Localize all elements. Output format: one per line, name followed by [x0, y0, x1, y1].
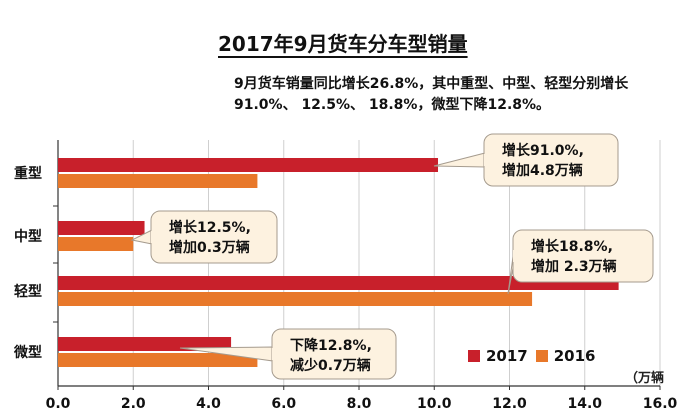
callout-text: 下降12.8%, [290, 337, 372, 354]
legend-swatch-2017 [468, 350, 480, 362]
chart-subtitle: 9月货车销量同比增长26.8%，其中重型、中型、轻型分别增长91.0%、 12.… [234, 76, 629, 113]
category-label: 轻型 [14, 283, 42, 300]
legend-label-2017: 2017 [486, 347, 528, 365]
bar-2017-2 [58, 221, 145, 235]
bar-2017-3 [58, 276, 619, 290]
x-tick-label: 16.0 [643, 396, 678, 412]
legend-label-2016: 2016 [553, 347, 596, 365]
bar-2016-3 [58, 292, 533, 306]
legend: 2017 2016 [468, 347, 596, 365]
legend-item-2016: 2016 [535, 347, 596, 365]
callout-text: 增长91.0%, [502, 142, 584, 159]
x-tick-label: 8.0 [347, 396, 372, 412]
callout-text: 增加 2.3万辆 [531, 258, 617, 275]
legend-item-2017: 2017 [468, 347, 528, 365]
unit-label: （万辆 [625, 371, 665, 386]
chart-title: 2017年9月货车分车型销量 [218, 32, 468, 56]
bar-2017-1 [58, 158, 439, 172]
bar-2016-1 [58, 174, 258, 188]
legend-swatch-2016 [535, 350, 548, 362]
callout-pointer [433, 152, 486, 168]
bar-2016-2 [58, 237, 134, 251]
x-tick-label: 12.0 [492, 396, 527, 412]
callout-text: 减少0.7万辆 [290, 357, 371, 374]
callout-text: 增加4.8万辆 [502, 162, 583, 179]
x-tick-label: 6.0 [271, 396, 296, 412]
x-tick-label: 0.0 [46, 396, 71, 412]
x-tick-label: 14.0 [567, 396, 602, 412]
callout-text: 增加0.3万辆 [169, 239, 250, 256]
x-tick-label: 4.0 [196, 396, 221, 412]
x-tick-label: 2.0 [121, 396, 146, 412]
bar-2016-4 [58, 353, 258, 367]
callout-text: 增长12.5%, [169, 219, 251, 236]
category-label: 中型 [14, 228, 42, 245]
category-label: 重型 [14, 165, 42, 182]
category-label: 微型 [13, 344, 42, 361]
x-tick-label: 10.0 [417, 396, 452, 412]
callout-text: 增长18.8%, [531, 238, 613, 255]
